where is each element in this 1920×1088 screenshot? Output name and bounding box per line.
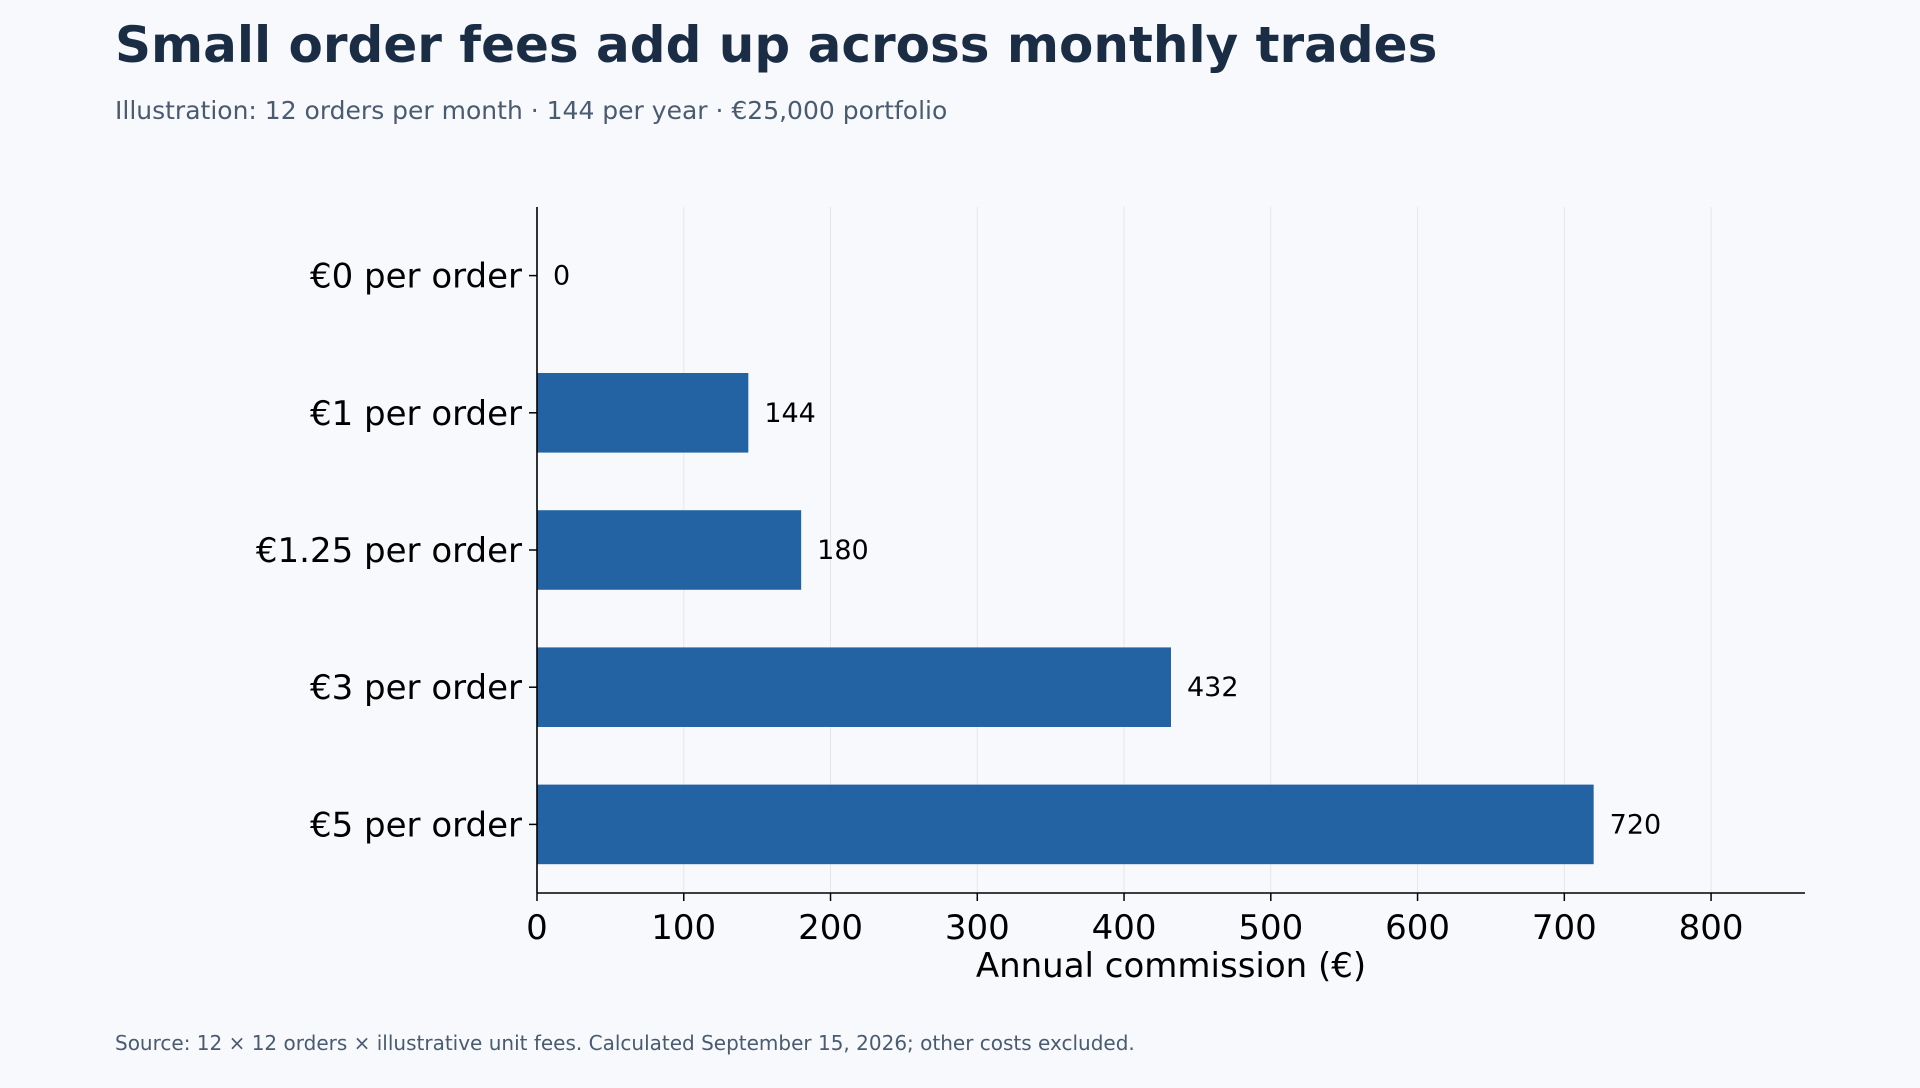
bars (537, 373, 1594, 865)
value-label: 720 (1610, 809, 1662, 840)
category-label: €5 per order (310, 805, 522, 845)
category-label: €0 per order (310, 257, 522, 297)
bar (537, 373, 749, 453)
chart-title: Small order fees add up across monthly t… (115, 16, 1438, 74)
x-tick-label: 200 (798, 908, 863, 948)
value-label: 432 (1187, 672, 1239, 703)
axes (529, 207, 1805, 901)
labels: 0 100 200 300 400 500 600 700 800 €0 per order 0 €1… (256, 257, 1744, 948)
x-tick-label: 800 (1679, 908, 1744, 948)
value-label: 180 (817, 535, 869, 566)
value-label: 0 (553, 261, 570, 292)
x-tick-label: 0 (526, 908, 548, 948)
x-tick-label: 500 (1238, 908, 1303, 948)
x-axis-title: Annual commission (€) (976, 946, 1366, 986)
bar (537, 784, 1594, 865)
category-label: €3 per order (310, 668, 522, 708)
x-tick-label: 700 (1532, 908, 1597, 948)
source-note: Source: 12 × 12 orders × illustrative un… (115, 1031, 1135, 1055)
x-tick-label: 300 (945, 908, 1010, 948)
category-label: €1 per order (310, 394, 522, 434)
value-label: 144 (764, 398, 816, 429)
x-tick-label: 400 (1092, 908, 1157, 948)
x-tick-label: 100 (651, 908, 716, 948)
x-tick-label: 600 (1385, 908, 1450, 948)
bar (537, 510, 802, 590)
category-label: €1.25 per order (256, 531, 522, 571)
grid-lines (683, 207, 1712, 893)
bar (537, 647, 1171, 727)
chart-subtitle: Illustration: 12 orders per month · 144 … (115, 96, 948, 125)
